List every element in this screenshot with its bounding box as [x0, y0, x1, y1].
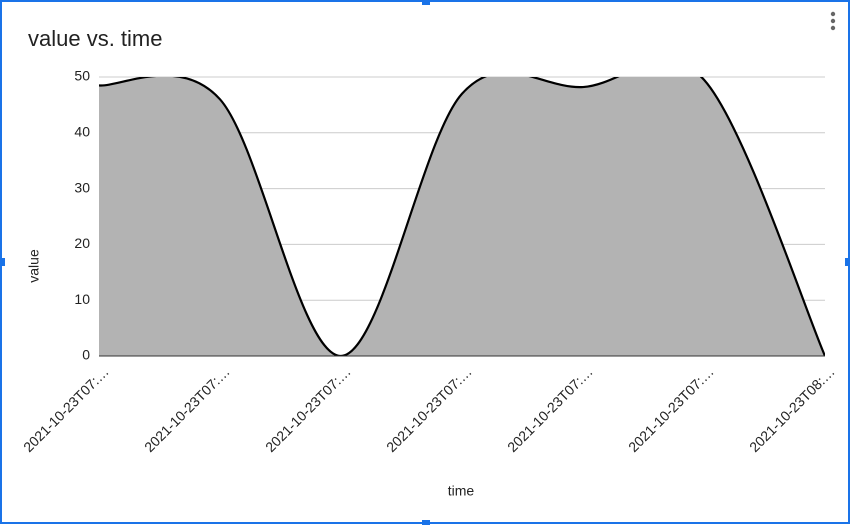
y-tick-label: 0: [82, 347, 90, 363]
area: [99, 77, 825, 356]
y-tick-label: 50: [74, 68, 90, 84]
more-menu[interactable]: [830, 11, 836, 31]
plot-area: [99, 77, 825, 356]
y-tick-label: 30: [74, 179, 90, 195]
y-tick-label: 40: [74, 124, 90, 140]
x-axis-label: time: [448, 483, 475, 499]
line: [99, 77, 825, 356]
chart-title: value vs. time: [28, 26, 163, 51]
y-axis-label: value: [26, 249, 42, 283]
y-tick-label: 10: [74, 291, 90, 307]
y-tick-label: 20: [74, 235, 90, 251]
